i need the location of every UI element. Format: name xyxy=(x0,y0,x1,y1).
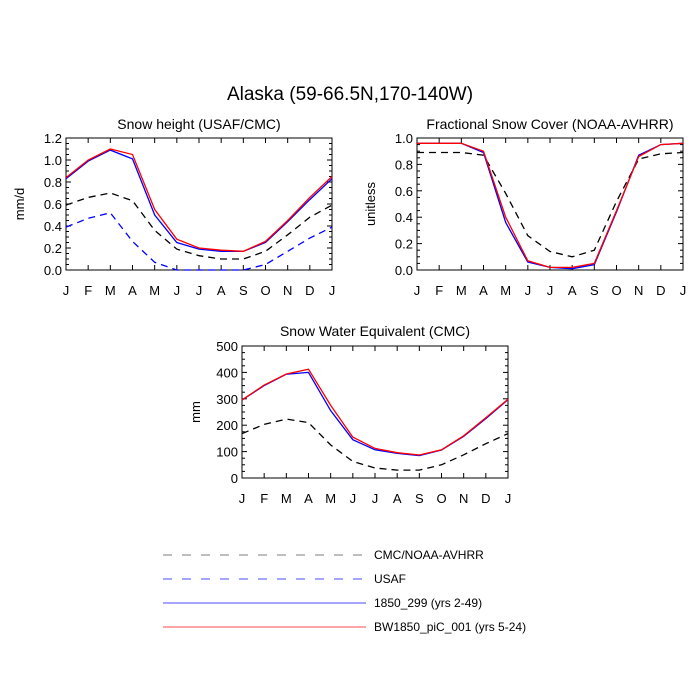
legend-item: USAF xyxy=(163,572,406,586)
chart-panel-3: Snow Water Equivalent (CMC) 0 100 200 300 400… xyxy=(188,323,511,506)
x-tick-label: F xyxy=(260,491,268,506)
y-tick-label: 0 xyxy=(231,471,238,486)
y-tick-label: 0.0 xyxy=(44,263,62,278)
y-axis-label: mm xyxy=(188,401,203,423)
x-tick-label: A xyxy=(393,491,402,506)
x-tick-label: S xyxy=(415,491,424,506)
series-line-1850-299-yrs-2-49 xyxy=(241,371,509,457)
x-tick-label: A xyxy=(479,283,488,298)
y-tick-label: 0.8 xyxy=(395,157,413,172)
plot-frame xyxy=(241,345,509,479)
x-tick-label: J xyxy=(350,491,357,506)
legend-item: BW1850_piC_001 (yrs 5-24) xyxy=(163,620,526,634)
series-line-cmc-noaa-avhrr xyxy=(417,151,684,258)
x-tick-label: A xyxy=(128,283,137,298)
legend-label: 1850_299 (yrs 2-49) xyxy=(374,596,482,610)
x-tick-label: M xyxy=(281,491,292,506)
x-tick-label: M xyxy=(149,283,160,298)
x-tick-label: M xyxy=(456,283,467,298)
x-tick-label: J xyxy=(239,491,246,506)
plot-frame xyxy=(65,137,333,271)
y-axis-label: mm/d xyxy=(12,188,27,221)
panel-title: Snow height (USAF/CMC) xyxy=(117,116,280,132)
y-axis-label: unitless xyxy=(363,181,378,226)
y-tick-label: 200 xyxy=(216,418,238,433)
x-tick-label: O xyxy=(260,283,270,298)
series-line-cmc-noaa-avhrr xyxy=(241,418,509,471)
x-tick-label: J xyxy=(372,491,379,506)
legend-label: CMC/NOAA-AVHRR xyxy=(374,548,484,562)
y-tick-label: 0.6 xyxy=(44,197,62,212)
x-tick-label: O xyxy=(611,283,621,298)
x-tick-label: M xyxy=(500,283,511,298)
y-tick-label: 1.2 xyxy=(44,131,62,146)
x-tick-label: D xyxy=(481,491,490,506)
x-tick-label: A xyxy=(304,491,313,506)
series-line-usaf xyxy=(65,212,333,271)
x-tick-label: D xyxy=(305,283,314,298)
series-line-cmc-noaa-avhrr xyxy=(65,192,333,260)
y-tick-label: 400 xyxy=(216,365,238,380)
series-line-bw1850-pic-001-yrs-5-24 xyxy=(241,368,509,456)
x-tick-label: J xyxy=(525,283,532,298)
chart-panel-1: Snow height (USAF/CMC) 0.0 0.2 0.4 0.6 0.8 1.0… xyxy=(12,116,335,298)
x-tick-label: S xyxy=(239,283,248,298)
y-tick-label: 100 xyxy=(216,445,238,460)
series-line-bw1850-pic-001-yrs-5-24 xyxy=(417,142,684,269)
x-tick-label: O xyxy=(436,491,446,506)
figure-title: Alaska (59-66.5N,170-140W) xyxy=(226,84,474,105)
legend: CMC/NOAA-AVHRR USAF 1850_299 (yrs 2-49) BW1… xyxy=(163,548,526,634)
x-tick-label: D xyxy=(656,283,665,298)
y-tick-label: 1.0 xyxy=(395,131,413,146)
series-line-1850-299-yrs-2-49 xyxy=(417,142,684,270)
x-tick-label: S xyxy=(590,283,599,298)
chart-panel-2: Fractional Snow Cover (NOAA-AVHRR) 0.0 0.2… xyxy=(363,116,686,298)
y-tick-label: 0.8 xyxy=(44,175,62,190)
y-tick-label: 0.0 xyxy=(395,263,413,278)
x-tick-label: F xyxy=(435,283,443,298)
y-tick-label: 0.6 xyxy=(395,184,413,199)
x-tick-label: J xyxy=(414,283,421,298)
x-tick-label: N xyxy=(283,283,292,298)
y-tick-label: 0.2 xyxy=(395,237,413,252)
panel-title: Snow Water Equivalent (CMC) xyxy=(280,323,470,339)
y-tick-label: 300 xyxy=(216,392,238,407)
x-tick-label: J xyxy=(196,283,203,298)
legend-item: CMC/NOAA-AVHRR xyxy=(163,548,484,562)
series-line-bw1850-pic-001-yrs-5-24 xyxy=(65,148,333,252)
x-tick-label: M xyxy=(325,491,336,506)
x-tick-label: F xyxy=(84,283,92,298)
y-tick-label: 0.4 xyxy=(395,210,413,225)
x-tick-label: J xyxy=(505,491,512,506)
x-tick-label: N xyxy=(459,491,468,506)
x-tick-label: J xyxy=(680,283,687,298)
x-tick-label: J xyxy=(329,283,336,298)
y-tick-label: 500 xyxy=(216,339,238,354)
legend-label: BW1850_piC_001 (yrs 5-24) xyxy=(374,620,526,634)
x-tick-label: J xyxy=(174,283,181,298)
legend-item: 1850_299 (yrs 2-49) xyxy=(163,596,482,610)
panel-title: Fractional Snow Cover (NOAA-AVHRR) xyxy=(426,116,673,132)
y-tick-label: 0.4 xyxy=(44,219,62,234)
x-tick-label: A xyxy=(568,283,577,298)
x-tick-label: J xyxy=(63,283,70,298)
series-line-1850-299-yrs-2-49 xyxy=(65,149,333,252)
legend-label: USAF xyxy=(374,572,406,586)
x-tick-label: A xyxy=(217,283,226,298)
y-tick-label: 1.0 xyxy=(44,153,62,168)
x-tick-label: M xyxy=(105,283,116,298)
x-tick-label: N xyxy=(634,283,643,298)
y-tick-label: 0.2 xyxy=(44,241,62,256)
x-tick-label: J xyxy=(547,283,554,298)
